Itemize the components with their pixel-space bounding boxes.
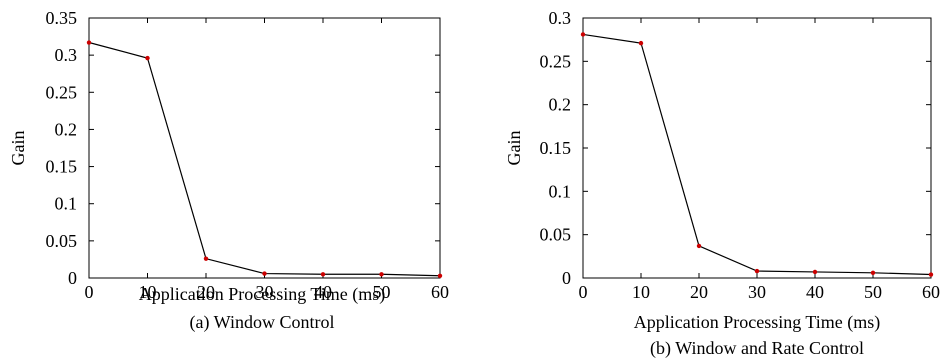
x-tick-label: 50 xyxy=(373,282,391,302)
y-tick-label: 0.3 xyxy=(55,45,78,65)
data-point xyxy=(320,272,326,277)
y-axis-title: Gain xyxy=(504,131,524,166)
chart-window-and-rate-control: 0 10 20 30 40 50 60 0 0.05 0.1 0.15 0.2 0.25 0.3 Appli… xyxy=(504,8,940,359)
data-point xyxy=(696,243,702,249)
x-tick-label: 10 xyxy=(139,282,157,302)
data-point xyxy=(86,40,92,45)
data-point xyxy=(580,32,586,37)
x-tick-label: 30 xyxy=(256,282,274,302)
y-tick-label: 0.2 xyxy=(55,119,78,139)
y-tick-label: 0.15 xyxy=(46,157,78,177)
data-point xyxy=(145,55,150,61)
data-point xyxy=(379,272,384,277)
data-point xyxy=(638,40,644,46)
x-tick-label: 10 xyxy=(632,282,650,302)
x-tick-label: 50 xyxy=(864,282,882,302)
chart-caption: (a) Window Control xyxy=(190,312,335,333)
x-tick-label: 40 xyxy=(806,282,824,302)
series-line xyxy=(582,33,932,276)
series-line xyxy=(88,41,441,277)
x-tick-label: 20 xyxy=(690,282,708,302)
data-point xyxy=(262,271,267,276)
y-tick-label: 0.15 xyxy=(540,138,572,158)
x-tick-label: 60 xyxy=(431,282,449,302)
y-tick-label: 0 xyxy=(68,268,77,288)
x-tick-label: 0 xyxy=(85,282,94,302)
x-tick-label: 20 xyxy=(197,282,215,302)
x-tick-label: 60 xyxy=(922,282,940,302)
data-point xyxy=(812,269,818,275)
data-point xyxy=(437,273,443,278)
x-axis-title: Application Processing Time (ms) xyxy=(634,312,881,333)
y-tick-label: 0.25 xyxy=(540,51,572,71)
plot-frame xyxy=(582,17,932,279)
y-tick-label: 0.05 xyxy=(540,225,572,245)
data-point xyxy=(928,272,934,277)
data-point xyxy=(870,270,876,275)
y-tick-label: 0.05 xyxy=(46,231,78,251)
chart-window-control: 0 10 20 30 40 50 60 0 0.05 0.1 0.15 0.2 0.25 0.3 0.35 A… xyxy=(8,8,449,333)
y-tick-label: 0.2 xyxy=(549,95,572,115)
y-tick-label: 0.25 xyxy=(46,82,78,102)
x-axis-title: Application Processing Time (ms) xyxy=(139,284,386,305)
y-tick-label: 0.35 xyxy=(46,8,78,28)
y-tick-label: 0.1 xyxy=(55,194,78,214)
y-tick-label: 0 xyxy=(562,268,571,288)
x-tick-label: 0 xyxy=(579,282,588,302)
data-point xyxy=(203,256,209,261)
chart-caption: (b) Window and Rate Control xyxy=(650,338,864,359)
data-point xyxy=(754,268,760,274)
y-tick-label: 0.3 xyxy=(549,8,572,28)
x-tick-label: 30 xyxy=(748,282,766,302)
y-axis-title: Gain xyxy=(8,131,28,166)
y-tick-label: 0.1 xyxy=(549,181,572,201)
x-tick-label: 40 xyxy=(314,282,332,302)
